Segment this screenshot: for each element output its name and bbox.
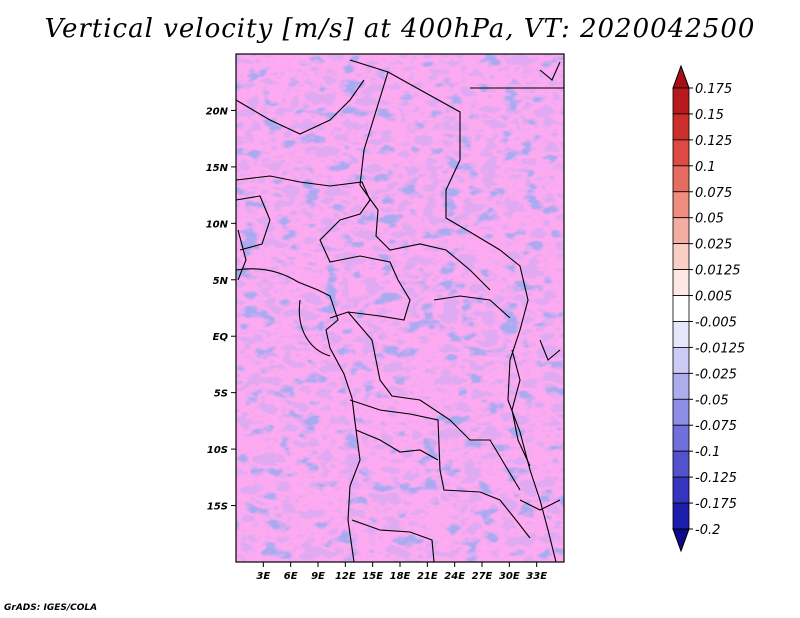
colorbar-swatch (672, 217, 690, 245)
colorbar-swatch (672, 269, 690, 296)
colorbar-label: -0.0125 (695, 341, 745, 356)
colorbar-swatch (672, 191, 690, 219)
x-tick-label: 21E (417, 571, 438, 582)
colorbar-swatch (672, 372, 690, 400)
plot-title: Vertical velocity [m/s] at 400hPa, VT: 2… (44, 14, 756, 44)
x-tick-label: 18E (390, 571, 411, 582)
colorbar-label: 0.1 (695, 160, 716, 175)
colorbar-swatch (672, 450, 690, 478)
x-tick-label: 30E (499, 571, 520, 582)
colorbar-label: -0.125 (695, 471, 737, 486)
x-tick-label: 27E (472, 571, 493, 582)
colorbar-label: 0.005 (695, 290, 732, 305)
y-tick-label: 10S (207, 445, 228, 456)
colorbar-label: -0.1 (695, 445, 720, 460)
x-tick-label: 9E (311, 571, 325, 582)
velocity-field (236, 54, 564, 562)
colorbar-label: 0.075 (695, 186, 732, 201)
colorbar: 0.175 0.15 0.125 0.1 0.075 0.05 0.025 0.0125 0.0… (672, 64, 745, 553)
colorbar-label: -0.075 (695, 419, 737, 434)
colorbar-bottom-arrow (672, 528, 690, 553)
colorbar-label: -0.2 (695, 523, 720, 538)
colorbar-label: -0.175 (695, 497, 737, 512)
colorbar-swatch (672, 476, 690, 504)
colorbar-swatch (672, 139, 690, 167)
colorbar-label: -0.025 (695, 367, 737, 382)
colorbar-label: 0.05 (695, 212, 724, 227)
country-borders (236, 59, 564, 562)
y-axis: 20N 15N 10N 5N EQ 5S 10S 15S (206, 106, 236, 513)
colorbar-swatch (672, 424, 690, 452)
grads-credit: GrADS: IGES/COLA (4, 603, 98, 613)
colorbar-swatch (672, 87, 690, 115)
colorbar-swatch (672, 113, 690, 141)
colorbar-top-arrow (672, 64, 690, 89)
colorbar-swatch (672, 347, 690, 374)
colorbar-swatch (672, 243, 690, 270)
colorbar-label: 0.15 (695, 108, 724, 123)
y-tick-label: 20N (206, 106, 229, 117)
map-panel (236, 54, 564, 562)
colorbar-label: 0.125 (695, 134, 732, 149)
y-tick-label: 15S (207, 502, 228, 513)
colorbar-label: 0.0125 (695, 264, 741, 279)
colorbar-swatch (672, 165, 690, 193)
x-axis: 3E 6E 9E 12E 15E 18E 21E 24E 27E 30E 33E (256, 562, 547, 582)
colorbar-label: 0.175 (695, 82, 732, 97)
colorbar-swatch (672, 502, 690, 530)
colorbar-swatch (672, 398, 690, 426)
x-tick-label: 24E (444, 571, 465, 582)
colorbar-label: 0.025 (695, 238, 732, 253)
y-tick-label: 15N (206, 163, 229, 174)
x-tick-label: 6E (284, 571, 298, 582)
x-tick-label: 12E (335, 571, 356, 582)
y-tick-label: 5N (213, 276, 229, 287)
y-tick-label: 10N (206, 219, 229, 230)
colorbar-swatch (672, 321, 690, 348)
y-tick-label: 5S (214, 389, 228, 400)
colorbar-label: -0.005 (695, 315, 737, 330)
x-tick-label: 33E (526, 571, 547, 582)
colorbar-swatch (672, 295, 690, 322)
x-tick-label: 3E (256, 571, 270, 582)
x-tick-label: 15E (362, 571, 383, 582)
y-tick-label: EQ (213, 332, 229, 343)
colorbar-label: -0.05 (695, 393, 729, 408)
